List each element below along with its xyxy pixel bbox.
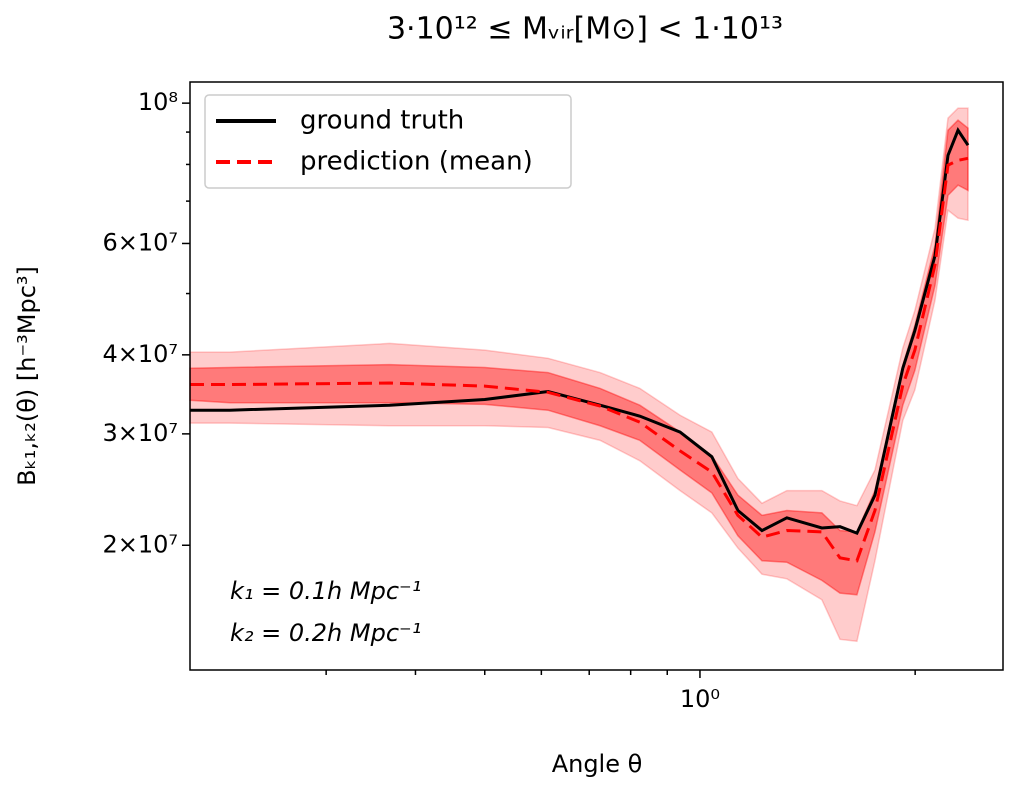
- series-line: [190, 127, 970, 536]
- y-tick-label: 4×10⁷: [102, 340, 178, 368]
- y-tick-label: 3×10⁷: [102, 419, 178, 447]
- annotation: k₁ = 0.1h Mpc⁻¹: [230, 577, 421, 605]
- legend-label: prediction (mean): [300, 147, 533, 177]
- y-tick-label: 2×10⁷: [102, 530, 178, 558]
- y-tick-label: 10⁸: [138, 88, 178, 116]
- chart-title: 3·10¹² ≤ Mᵥᵢᵣ[M⊙] < 1·10¹³: [387, 12, 783, 47]
- x-axis-label: Angle θ: [552, 750, 643, 778]
- legend-box: [204, 94, 572, 189]
- x-tick-label: 10⁰: [680, 685, 720, 713]
- y-axis-label: Bₖ₁,ₖ₂(θ) [h⁻³Mpc³]: [13, 266, 41, 486]
- annotation: k₂ = 0.2h Mpc⁻¹: [230, 619, 421, 647]
- series-line: [190, 156, 969, 563]
- legend-label: ground truth: [300, 106, 464, 136]
- confidence-band: [189, 107, 969, 643]
- y-tick-label: 6×10⁷: [102, 228, 178, 256]
- plot-frame: [189, 81, 1004, 671]
